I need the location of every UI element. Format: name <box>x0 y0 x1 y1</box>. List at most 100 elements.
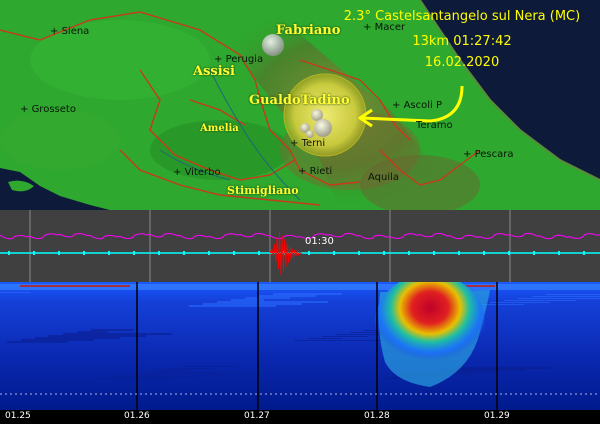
spectrogram-streak <box>21 339 94 341</box>
city-name: Siena <box>61 26 90 37</box>
baseline-tick <box>383 251 385 255</box>
spectrogram-streak <box>231 299 264 301</box>
spectrogram-streak <box>336 334 394 335</box>
spectrogram-streak <box>546 294 600 295</box>
baseline-tick <box>233 251 235 255</box>
spectrogram-streak <box>7 341 68 343</box>
place-label-gualdo-tadino: GualdoTadino <box>249 93 350 108</box>
baseline-tick <box>408 251 410 255</box>
spectrogram-streak <box>322 336 368 337</box>
baseline-tick <box>158 251 160 255</box>
event-date: 16.02.2020 <box>424 55 500 70</box>
place-label-assisi: Assisi <box>193 64 235 79</box>
spectrogram-streak <box>98 378 172 379</box>
spectrogram-streak <box>49 335 146 337</box>
red-event-signal <box>269 230 303 276</box>
city-name: Viterbo <box>184 167 221 178</box>
city-label: + Rieti <box>298 166 333 177</box>
baseline-tick <box>508 251 510 255</box>
city-label: + Grosseto <box>20 104 76 115</box>
event-marker <box>262 34 284 56</box>
city-label: + Perugia <box>214 54 264 65</box>
spectrogram-streak <box>441 369 524 371</box>
baseline-tick <box>433 251 435 255</box>
spectrogram-streak <box>182 366 238 367</box>
baseline-tick <box>358 251 360 255</box>
magenta-trace <box>0 232 600 240</box>
spectrogram-streak <box>77 331 108 333</box>
event-marker <box>311 109 323 121</box>
spectrogram-streak <box>203 303 302 305</box>
city-label: + Pescara <box>463 149 514 160</box>
spectrogram-streak <box>259 295 316 297</box>
map-terrain <box>0 0 600 210</box>
event-marker <box>300 123 310 133</box>
spectrogram-streak <box>140 372 250 373</box>
spectrogram-streak <box>504 300 576 301</box>
baseline-tick <box>83 251 85 255</box>
city-label: + Ascoli P <box>392 100 442 111</box>
city-label: + Macer <box>363 22 406 33</box>
city-label: + Terni <box>290 138 326 149</box>
baseline-tick <box>458 251 460 255</box>
event-spectral-energy <box>375 282 485 370</box>
event-title: 2.3° Castelsantangelo sul Nera (MC) <box>343 9 581 24</box>
baseline-tick <box>333 251 335 255</box>
spectrogram-streak <box>490 302 550 303</box>
baseline-tick <box>33 251 35 255</box>
spectrogram-streak <box>476 304 524 305</box>
spectrogram-streak <box>273 293 342 295</box>
city-label: Aquila <box>368 172 399 183</box>
time-axis: 01.25 01.26 01.27 01.28 01.29 <box>0 410 600 424</box>
map-panel: + Siena + Perugia + Macer + Grosseto + A… <box>0 0 600 210</box>
baseline-tick <box>533 251 535 255</box>
city-name: Ascoli P <box>403 100 442 111</box>
spectrogram-streak <box>532 296 600 297</box>
spectrogram-streak <box>518 298 600 299</box>
time-tick: 01.29 <box>484 411 510 421</box>
time-tick: 01.27 <box>244 411 270 421</box>
spectrogram-streak <box>308 338 342 339</box>
spectrogram-streak <box>154 370 186 371</box>
event-marker <box>314 119 332 137</box>
city-name: Terni <box>301 138 326 149</box>
city-name: Perugia <box>225 54 264 65</box>
spectrogram-streak <box>189 305 276 307</box>
time-tick: 01.25 <box>5 411 31 421</box>
spectrogram-streak <box>455 367 550 369</box>
event-marker <box>306 130 314 138</box>
city-name: Rieti <box>309 166 333 177</box>
place-label-fabriano: Fabriano <box>276 23 341 38</box>
baseline-tick <box>133 251 135 255</box>
spectrogram-panel <box>0 282 600 410</box>
baseline-tick <box>258 251 260 255</box>
city-name: Teramo <box>416 120 453 131</box>
place-label-stimigliano: Stimigliano <box>227 184 299 197</box>
city-name: Aquila <box>368 172 400 183</box>
event-arrow <box>361 85 464 123</box>
baseline-tick <box>208 251 210 255</box>
baseline-tick <box>183 251 185 255</box>
baseline-tick <box>583 251 585 255</box>
baseline-tick <box>483 251 485 255</box>
seismogram-time-label: 01:30 <box>305 236 334 247</box>
spectrogram-streak <box>112 376 198 377</box>
city-label: Teramo <box>416 120 453 131</box>
spectrogram-streak <box>63 333 172 335</box>
city-label: + Siena <box>50 26 90 37</box>
baseline-tick <box>58 251 60 255</box>
baseline-tick <box>558 251 560 255</box>
spectrogram-streak <box>126 374 224 375</box>
city-name: Pescara <box>474 149 514 160</box>
spectrogram-streak <box>35 337 120 339</box>
spectrogram-streak <box>0 292 30 293</box>
spectrogram-streak <box>245 297 290 299</box>
place-label-amelia: Amelia <box>200 123 239 134</box>
spectrogram-streak <box>294 340 406 341</box>
spectrogram-streak <box>168 368 212 369</box>
spectrogram-streak <box>427 371 498 373</box>
time-tick: 01.28 <box>364 411 390 421</box>
baseline-tick <box>108 251 110 255</box>
spectrogram-image <box>0 282 600 410</box>
event-depth-time: 13km 01:27:42 <box>412 34 512 49</box>
